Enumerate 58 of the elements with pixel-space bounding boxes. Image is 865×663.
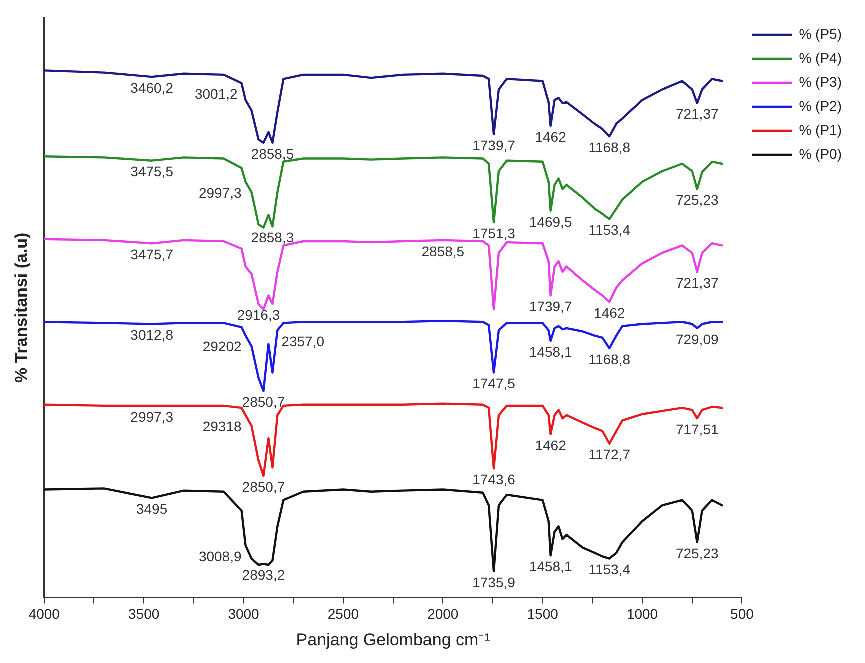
annotation: 29318 (202, 418, 242, 434)
annotation: 2850,7 (242, 394, 286, 410)
annotation: 1458,1 (529, 558, 572, 574)
annotation: 2858,5 (422, 243, 465, 260)
annotation: 3001,2 (194, 86, 238, 102)
annotation: 3475,7 (130, 246, 174, 262)
annotation: 2916,3 (237, 307, 280, 324)
annotation: 721,37 (676, 106, 719, 122)
annotation: 725,23 (676, 545, 719, 562)
annotation: 1739,7 (529, 298, 572, 315)
annotation: 1462 (535, 128, 567, 145)
legend-label: % (P1) (799, 122, 842, 138)
annotation: 1168,8 (588, 139, 631, 156)
annotation: 1168,8 (588, 351, 631, 368)
annotation: 725,23 (676, 192, 719, 208)
annotation: 729,09 (676, 331, 719, 348)
annotation: 3012,8 (130, 327, 174, 344)
annotation: 1153,4 (588, 562, 631, 578)
annotation: 2997,3 (130, 408, 174, 425)
annotation: 2357,0 (282, 333, 325, 350)
annotation: 3460,2 (130, 80, 174, 96)
annotation: 3475,5 (130, 164, 174, 180)
annotation: 2997,3 (198, 184, 242, 201)
annotation: 1751,3 (472, 225, 516, 242)
legend-label: % (P2) (799, 98, 842, 114)
legend-label: % (P3) (799, 74, 842, 90)
annotation: 1462 (535, 437, 567, 454)
x-tick-label: 3000 (228, 606, 260, 622)
annotation: 1743,6 (472, 472, 516, 488)
x-axis-title: Panjang Gelombang cm⁻¹ (296, 630, 491, 650)
annotation: 2858,5 (251, 146, 294, 162)
annotation: 1735,9 (472, 574, 516, 590)
annotation: 717,51 (676, 421, 719, 438)
x-tick-label: 3500 (128, 606, 160, 622)
legend-label: % (P4) (799, 50, 842, 66)
x-tick-label: 1500 (527, 606, 559, 622)
annotation: 1172,7 (588, 446, 631, 463)
annotation: 3495 (136, 501, 168, 518)
annotation: 1469,5 (529, 214, 572, 230)
x-tick-label: 2500 (328, 606, 360, 622)
annotation: 721,37 (676, 274, 719, 291)
annotation: 1739,7 (472, 137, 516, 154)
legend-label: % (P5) (799, 26, 842, 42)
annotation: 2858,3 (251, 230, 294, 246)
x-tick-label: 2000 (428, 606, 459, 622)
x-tick-label: 500 (730, 606, 754, 622)
legend-label: % (P0) (799, 146, 842, 162)
annotation: 29202 (202, 338, 242, 355)
annotation: 1153,4 (588, 222, 631, 238)
annotation: 1747,5 (472, 376, 516, 392)
x-tick-label: 1000 (626, 606, 658, 622)
annotation: 1462 (594, 304, 626, 321)
annotation: 1458,1 (529, 344, 572, 360)
annotation: 2893,2 (242, 566, 286, 583)
annotation: 2850,7 (242, 478, 286, 495)
annotation: 3008,9 (198, 548, 242, 564)
x-tick-label: 4000 (28, 606, 60, 622)
y-axis-title: % Transitansi (a.u) (12, 232, 31, 383)
